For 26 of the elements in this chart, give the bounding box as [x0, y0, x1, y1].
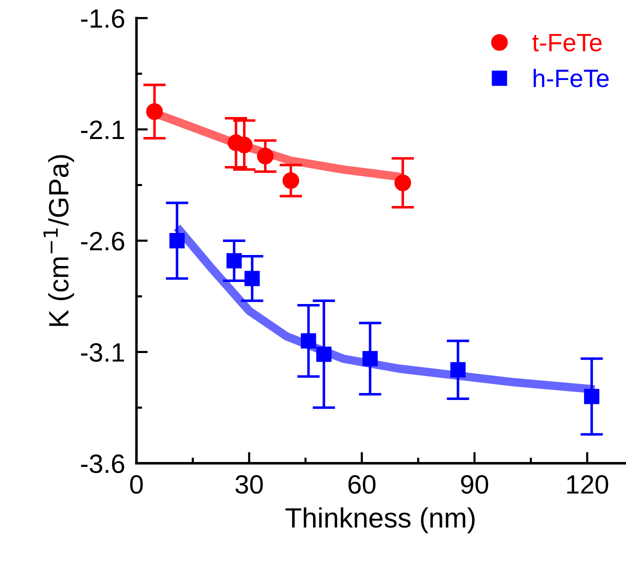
y-tick-label: -3.1 [81, 343, 124, 362]
point [226, 253, 242, 268]
point [300, 333, 316, 349]
x-tick-label: 60 [348, 475, 376, 494]
point [256, 148, 274, 164]
point [362, 351, 378, 366]
y-tick-label: -1.6 [81, 9, 124, 28]
point [584, 388, 600, 404]
legend-label: t-FeTe [532, 34, 602, 52]
point [244, 270, 260, 286]
point [394, 174, 412, 192]
point [282, 172, 300, 189]
point [169, 233, 185, 248]
x-tick-label: 90 [461, 475, 488, 494]
point [450, 362, 466, 378]
point [316, 346, 332, 362]
x-tick-label: 30 [235, 475, 263, 494]
y-tick-label: -3.6 [81, 454, 124, 474]
legend-label: h-FeTe [534, 68, 609, 88]
x-tick-label: 0 [130, 475, 143, 494]
point [146, 103, 163, 120]
y-axis-title: K (cm$^{−1}$/GPa) [44, 155, 74, 326]
x-axis-title: Thinkness (nm) [286, 507, 475, 534]
y-tick-label: -2.1 [81, 120, 124, 139]
x-tick-label: 120 [567, 475, 608, 494]
y-tick-label: -2.6 [81, 232, 124, 251]
